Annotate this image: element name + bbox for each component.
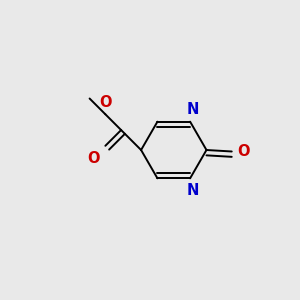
Text: O: O (88, 151, 100, 166)
Text: N: N (186, 183, 199, 198)
Text: O: O (99, 94, 112, 110)
Text: O: O (238, 144, 250, 159)
Text: N: N (186, 102, 199, 117)
